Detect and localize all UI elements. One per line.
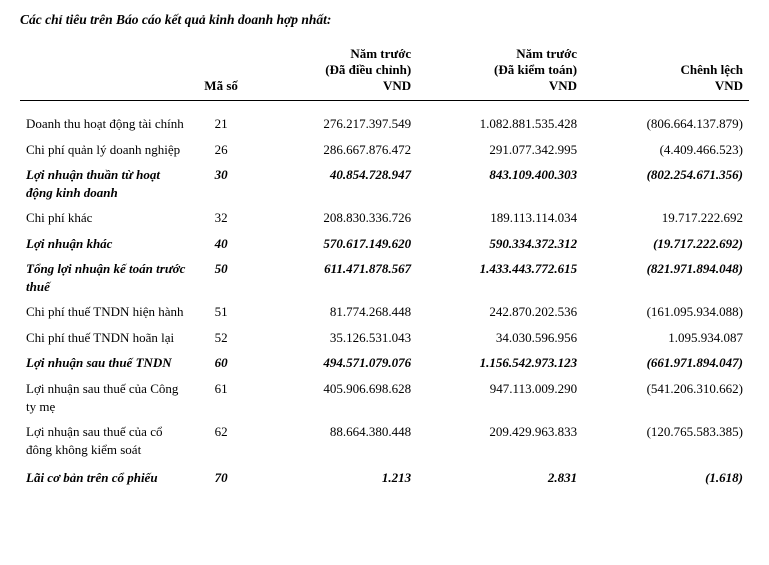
header-label bbox=[20, 42, 191, 101]
row-value-diff: (4.409.466.523) bbox=[583, 137, 749, 163]
row-value-audited: 34.030.596.956 bbox=[417, 325, 583, 351]
row-value-diff: (120.765.583.385) bbox=[583, 419, 749, 462]
header-col3-line1: Chênh lệch bbox=[681, 62, 743, 77]
row-value-diff: (541.206.310.662) bbox=[583, 376, 749, 419]
header-row: Mã số Năm trước (Đã điều chỉnh) VND Năm … bbox=[20, 42, 749, 101]
row-value-audited: 947.113.009.290 bbox=[417, 376, 583, 419]
row-label: Lợi nhuận sau thuế của Công ty mẹ bbox=[20, 376, 191, 419]
row-value-adjusted: 208.830.336.726 bbox=[251, 205, 417, 231]
table-row: Chi phí thuế TNDN hiện hành5181.774.268.… bbox=[20, 299, 749, 325]
row-label: Chi phí thuế TNDN hoãn lại bbox=[20, 325, 191, 351]
row-code: 32 bbox=[191, 205, 251, 231]
row-code: 21 bbox=[191, 101, 251, 137]
row-label: Chi phí khác bbox=[20, 205, 191, 231]
row-code: 30 bbox=[191, 162, 251, 205]
header-col1-line1: Năm trước bbox=[350, 46, 411, 61]
row-value-adjusted: 286.667.876.472 bbox=[251, 137, 417, 163]
row-value-diff: (802.254.671.356) bbox=[583, 162, 749, 205]
header-col1: Năm trước (Đã điều chỉnh) VND bbox=[251, 42, 417, 101]
row-value-audited: 1.156.542.973.123 bbox=[417, 350, 583, 376]
row-label: Chi phí thuế TNDN hiện hành bbox=[20, 299, 191, 325]
row-label: Lãi cơ bản trên cổ phiếu bbox=[20, 462, 191, 491]
table-row: Lợi nhuận sau thuế của Công ty mẹ61405.9… bbox=[20, 376, 749, 419]
header-col3-line2: VND bbox=[715, 78, 743, 93]
header-col2-line3: VND bbox=[549, 78, 577, 93]
table-row: Chi phí khác32208.830.336.726189.113.114… bbox=[20, 205, 749, 231]
row-value-adjusted: 40.854.728.947 bbox=[251, 162, 417, 205]
table-row: Lợi nhuận thuần từ hoạt động kinh doanh3… bbox=[20, 162, 749, 205]
table-row: Lợi nhuận sau thuế TNDN60494.571.079.076… bbox=[20, 350, 749, 376]
row-value-audited: 2.831 bbox=[417, 462, 583, 491]
row-value-adjusted: 570.617.149.620 bbox=[251, 231, 417, 257]
row-value-adjusted: 88.664.380.448 bbox=[251, 419, 417, 462]
row-code: 52 bbox=[191, 325, 251, 351]
row-value-audited: 843.109.400.303 bbox=[417, 162, 583, 205]
header-col1-line3: VND bbox=[383, 78, 411, 93]
row-value-diff: (661.971.894.047) bbox=[583, 350, 749, 376]
row-value-audited: 209.429.963.833 bbox=[417, 419, 583, 462]
table-row: Chi phí quản lý doanh nghiệp26286.667.87… bbox=[20, 137, 749, 163]
row-value-diff: (161.095.934.088) bbox=[583, 299, 749, 325]
header-col2-line1: Năm trước bbox=[516, 46, 577, 61]
row-value-audited: 242.870.202.536 bbox=[417, 299, 583, 325]
table-row: Doanh thu hoạt động tài chính21276.217.3… bbox=[20, 101, 749, 137]
row-value-diff: (1.618) bbox=[583, 462, 749, 491]
table-row: Chi phí thuế TNDN hoãn lại5235.126.531.0… bbox=[20, 325, 749, 351]
row-value-adjusted: 494.571.079.076 bbox=[251, 350, 417, 376]
row-code: 51 bbox=[191, 299, 251, 325]
row-label: Lợi nhuận khác bbox=[20, 231, 191, 257]
row-code: 26 bbox=[191, 137, 251, 163]
row-code: 60 bbox=[191, 350, 251, 376]
row-value-audited: 1.433.443.772.615 bbox=[417, 256, 583, 299]
row-value-adjusted: 35.126.531.043 bbox=[251, 325, 417, 351]
row-value-audited: 291.077.342.995 bbox=[417, 137, 583, 163]
row-value-adjusted: 276.217.397.549 bbox=[251, 101, 417, 137]
row-value-diff: (821.971.894.048) bbox=[583, 256, 749, 299]
row-label: Chi phí quản lý doanh nghiệp bbox=[20, 137, 191, 163]
row-label: Tổng lợi nhuận kế toán trước thuế bbox=[20, 256, 191, 299]
row-label: Lợi nhuận sau thuế TNDN bbox=[20, 350, 191, 376]
table-row: Lợi nhuận sau thuế của cổ đông không kiể… bbox=[20, 419, 749, 462]
row-label: Doanh thu hoạt động tài chính bbox=[20, 101, 191, 137]
row-value-audited: 590.334.372.312 bbox=[417, 231, 583, 257]
row-code: 40 bbox=[191, 231, 251, 257]
row-code: 62 bbox=[191, 419, 251, 462]
row-value-audited: 189.113.114.034 bbox=[417, 205, 583, 231]
table-row: Lãi cơ bản trên cổ phiếu701.2132.831(1.6… bbox=[20, 462, 749, 491]
row-value-adjusted: 405.906.698.628 bbox=[251, 376, 417, 419]
row-value-adjusted: 1.213 bbox=[251, 462, 417, 491]
table-row: Lợi nhuận khác40570.617.149.620590.334.3… bbox=[20, 231, 749, 257]
header-col2-line2: (Đã kiểm toán) bbox=[494, 62, 577, 77]
row-value-adjusted: 81.774.268.448 bbox=[251, 299, 417, 325]
row-code: 50 bbox=[191, 256, 251, 299]
row-label: Lợi nhuận sau thuế của cổ đông không kiể… bbox=[20, 419, 191, 462]
header-code: Mã số bbox=[191, 42, 251, 101]
report-title: Các chỉ tiêu trên Báo cáo kết quả kinh d… bbox=[20, 12, 749, 28]
row-value-diff: (806.664.137.879) bbox=[583, 101, 749, 137]
row-value-audited: 1.082.881.535.428 bbox=[417, 101, 583, 137]
row-value-diff: (19.717.222.692) bbox=[583, 231, 749, 257]
row-code: 61 bbox=[191, 376, 251, 419]
financial-table: Mã số Năm trước (Đã điều chỉnh) VND Năm … bbox=[20, 42, 749, 491]
header-col2: Năm trước (Đã kiểm toán) VND bbox=[417, 42, 583, 101]
row-label: Lợi nhuận thuần từ hoạt động kinh doanh bbox=[20, 162, 191, 205]
row-code: 70 bbox=[191, 462, 251, 491]
row-value-diff: 1.095.934.087 bbox=[583, 325, 749, 351]
header-col3: Chênh lệch VND bbox=[583, 42, 749, 101]
table-row: Tổng lợi nhuận kế toán trước thuế50611.4… bbox=[20, 256, 749, 299]
header-col1-line2: (Đã điều chỉnh) bbox=[325, 62, 411, 77]
row-value-diff: 19.717.222.692 bbox=[583, 205, 749, 231]
row-value-adjusted: 611.471.878.567 bbox=[251, 256, 417, 299]
